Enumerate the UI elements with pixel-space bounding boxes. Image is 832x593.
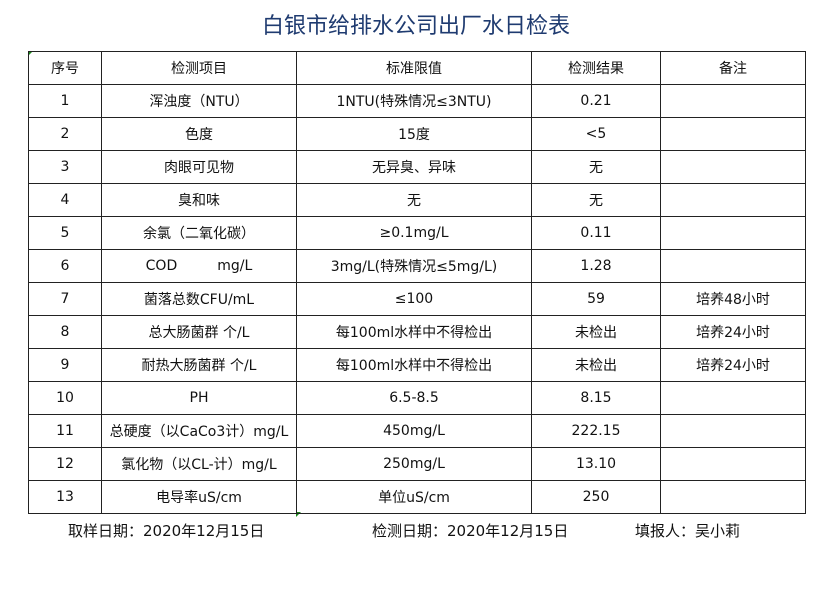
test-item-cell: 肉眼可见物 xyxy=(101,150,297,184)
standard-limit-cell: 单位uS/cm xyxy=(296,480,532,514)
header-cell: 检测项目 xyxy=(101,51,297,85)
standard-limit-cell: 250mg/L xyxy=(296,447,532,481)
row-number-cell: 12 xyxy=(28,447,102,481)
table-row: 9 耐热大肠菌群 个/L 每100ml水样中不得检出 未检出 培养24小时 xyxy=(28,348,806,382)
table-row: 8 总大肠菌群 个/L 每100ml水样中不得检出 未检出 培养24小时 xyxy=(28,315,806,349)
test-result-cell: 222.15 xyxy=(531,414,661,448)
test-result-cell: 0.11 xyxy=(531,216,661,250)
remark-cell xyxy=(660,480,806,514)
test-item-cell: COD mg/L xyxy=(101,249,297,283)
test-result-cell: 13.10 xyxy=(531,447,661,481)
test-result-cell: 59 xyxy=(531,282,661,316)
table-row: 2 色度 15度 <5 xyxy=(28,117,806,151)
table-row: 11 总硬度（以CaCo3计）mg/L 450mg/L 222.15 xyxy=(28,414,806,448)
test-item-cell: 色度 xyxy=(101,117,297,151)
remark-cell xyxy=(660,414,806,448)
standard-limit-cell: ≥0.1mg/L xyxy=(296,216,532,250)
test-item-cell: 余氯（二氧化碳） xyxy=(101,216,297,250)
test-item-cell: 总硬度（以CaCo3计）mg/L xyxy=(101,414,297,448)
table-row: 12 氯化物（以CL-计）mg/L 250mg/L 13.10 xyxy=(28,447,806,481)
cell-marker xyxy=(296,512,301,517)
standard-limit-cell: 6.5-8.5 xyxy=(296,381,532,415)
test-item-cell: 耐热大肠菌群 个/L xyxy=(101,348,297,382)
row-number-cell: 4 xyxy=(28,183,102,217)
table-row: 7 菌落总数CFU/mL ≤100 59 培养48小时 xyxy=(28,282,806,316)
row-number-cell: 8 xyxy=(28,315,102,349)
test-result-cell: 未检出 xyxy=(531,315,661,349)
test-item-cell: 臭和味 xyxy=(101,183,297,217)
test-result-cell: 0.21 xyxy=(531,84,661,118)
row-number-cell: 13 xyxy=(28,480,102,514)
test-date: 检测日期：2020年12月15日 xyxy=(372,522,569,540)
test-result-cell: 8.15 xyxy=(531,381,661,415)
remark-cell xyxy=(660,447,806,481)
test-result-cell: <5 xyxy=(531,117,661,151)
standard-limit-cell: 无 xyxy=(296,183,532,217)
reporter: 填报人：吴小莉 xyxy=(635,522,741,540)
test-result-cell: 无 xyxy=(531,183,661,217)
test-item-cell: 菌落总数CFU/mL xyxy=(101,282,297,316)
row-number-cell: 11 xyxy=(28,414,102,448)
standard-limit-cell: 每100ml水样中不得检出 xyxy=(296,315,532,349)
test-item-cell: 氯化物（以CL-计）mg/L xyxy=(101,447,297,481)
row-number-cell: 5 xyxy=(28,216,102,250)
remark-cell xyxy=(660,183,806,217)
test-item-cell: 总大肠菌群 个/L xyxy=(101,315,297,349)
row-number-cell: 2 xyxy=(28,117,102,151)
test-result-cell: 250 xyxy=(531,480,661,514)
table-row: 1 浑浊度（NTU） 1NTU(特殊情况≤3NTU) 0.21 xyxy=(28,84,806,118)
table-row: 3 肉眼可见物 无异臭、异味无 xyxy=(28,150,806,184)
remark-cell: 培养24小时 xyxy=(660,348,806,382)
remark-cell xyxy=(660,84,806,118)
remark-cell xyxy=(660,117,806,151)
inspection-table: 序号 检测项目 标准限值 检测结果 备注 1 浑浊度（NTU） 1NTU(特殊情况≤… xyxy=(28,51,806,514)
row-number-cell: 6 xyxy=(28,249,102,283)
table-row: 5 余氯（二氧化碳） ≥0.1mg/L 0.11 xyxy=(28,216,806,250)
remark-cell: 培养24小时 xyxy=(660,315,806,349)
row-number-cell: 3 xyxy=(28,150,102,184)
test-item-cell: 浑浊度（NTU） xyxy=(101,84,297,118)
standard-limit-cell: 3mg/L(特殊情况≤5mg/L) xyxy=(296,249,532,283)
header-cell: 备注 xyxy=(660,51,806,85)
standard-limit-cell: 每100ml水样中不得检出 xyxy=(296,348,532,382)
row-number-cell: 7 xyxy=(28,282,102,316)
test-result-cell: 未检出 xyxy=(531,348,661,382)
remark-cell: 培养48小时 xyxy=(660,282,806,316)
row-number-cell: 9 xyxy=(28,348,102,382)
header-row: 序号 检测项目 标准限值 检测结果 备注 xyxy=(28,51,806,85)
table-row: 10 PH 6.5-8.5 8.15 xyxy=(28,381,806,415)
header-cell: 标准限值 xyxy=(296,51,532,85)
remark-cell xyxy=(660,216,806,250)
header-cell: 序号 xyxy=(28,51,102,85)
remark-cell xyxy=(660,150,806,184)
standard-limit-cell: ≤100 xyxy=(296,282,532,316)
standard-limit-cell: 450mg/L xyxy=(296,414,532,448)
standard-limit-cell: 1NTU(特殊情况≤3NTU) xyxy=(296,84,532,118)
row-number-cell: 1 xyxy=(28,84,102,118)
remark-cell xyxy=(660,249,806,283)
remark-cell xyxy=(660,381,806,415)
standard-limit-cell: 15度 xyxy=(296,117,532,151)
test-item-cell: PH xyxy=(101,381,297,415)
table-row: 13 电导率uS/cm 单位uS/cm 250 xyxy=(28,480,806,514)
table-row: 4 臭和味无无 xyxy=(28,183,806,217)
test-item-cell: 电导率uS/cm xyxy=(101,480,297,514)
table-row: 6 COD mg/L 3mg/L(特殊情况≤5mg/L) 1.28 xyxy=(28,249,806,283)
header-cell: 检测结果 xyxy=(531,51,661,85)
page-title: 白银市给排水公司出厂水日检表 xyxy=(261,14,570,39)
test-result-cell: 无 xyxy=(531,150,661,184)
sampling-date: 取样日期：2020年12月15日 xyxy=(68,522,265,540)
test-result-cell: 1.28 xyxy=(531,249,661,283)
row-number-cell: 10 xyxy=(28,381,102,415)
standard-limit-cell: 无异臭、异味 xyxy=(296,150,532,184)
